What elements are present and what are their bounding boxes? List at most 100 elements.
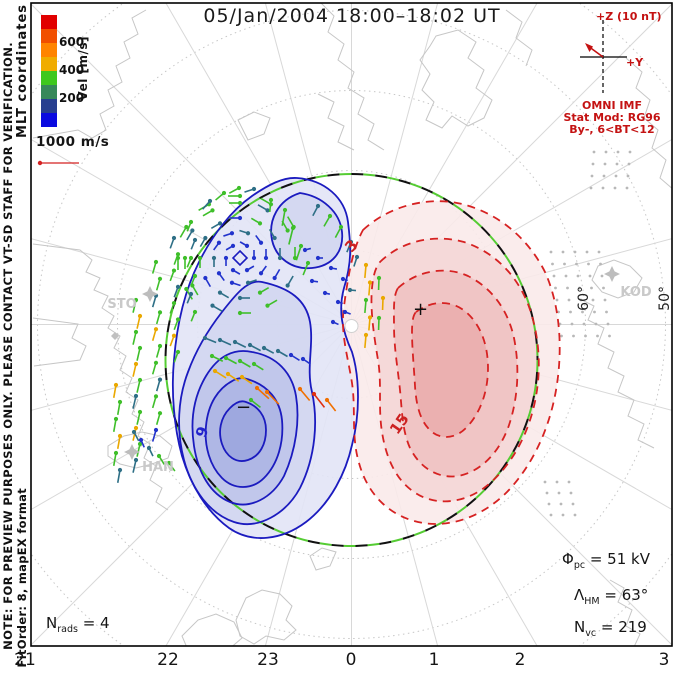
vector-dot: [285, 228, 290, 233]
vector-dot: [251, 255, 257, 261]
mlt-hour-label-22: 22: [157, 650, 179, 670]
station-label-han: HAN: [142, 460, 174, 475]
vector-dot: [133, 329, 139, 335]
vector-dot: [211, 255, 217, 261]
echo-dot: [573, 513, 577, 517]
vector-dot: [258, 271, 264, 276]
vector-dot: [354, 254, 360, 260]
vector-dot: [175, 349, 181, 355]
echo-dot: [559, 502, 563, 506]
vector-dot: [229, 280, 235, 285]
vector-dot: [322, 290, 328, 296]
vector-dot: [221, 190, 227, 196]
stat-nvc-subscript: vc: [585, 628, 597, 639]
vector-dot: [290, 225, 296, 231]
vector-tail: [313, 393, 326, 408]
echo-dot: [579, 298, 583, 302]
vector-dot: [217, 337, 223, 343]
vector-dot: [380, 295, 386, 301]
echo-dot: [600, 274, 604, 278]
vector-dot: [264, 389, 270, 395]
vector-tail: [227, 373, 240, 382]
vector-tail: [112, 418, 117, 432]
vector-dot: [236, 185, 242, 191]
vector-dot: [137, 345, 143, 351]
potential-contours: [171, 177, 561, 539]
vector-dot: [157, 310, 163, 315]
vector-dot: [133, 361, 139, 367]
vector-dot: [182, 255, 188, 261]
hm-boundary: [164, 173, 539, 547]
reference-vector-label: 1000 m/s: [36, 134, 110, 150]
vector-tail: [256, 387, 270, 400]
vector-dot: [302, 247, 308, 253]
vector-tail: [132, 459, 137, 473]
vector-dot: [210, 303, 215, 308]
echo-dot: [566, 286, 569, 290]
echo-dot: [596, 334, 599, 338]
echo-dot: [615, 162, 619, 166]
vector-dot: [261, 345, 267, 351]
echo-dot: [614, 174, 618, 178]
vector-dot: [190, 228, 195, 233]
vector-dot: [315, 255, 321, 261]
radar-site-star: [142, 286, 158, 302]
echo-dot: [570, 322, 574, 326]
vector-dot: [137, 409, 143, 415]
coastlines: [32, 3, 672, 646]
vector-dot: [192, 273, 198, 279]
vector-tail: [364, 299, 367, 314]
vector-dot: [248, 397, 254, 403]
vector-dot: [268, 197, 274, 203]
vector-dot: [216, 271, 222, 276]
stat-nrads-symbol: N: [46, 614, 58, 632]
vector-dot: [363, 297, 369, 303]
velocity-vectors: [112, 185, 386, 483]
vector-tail: [214, 370, 227, 379]
vector-dot: [376, 315, 382, 321]
plot-title: 05/Jan/2004 18:00–18:02 UT: [203, 5, 501, 27]
echo-dot: [590, 174, 594, 178]
vector-dot: [175, 284, 181, 289]
vector-dot: [282, 207, 288, 213]
vector-dot: [232, 339, 238, 345]
vector-tail: [136, 443, 141, 457]
echo-dot: [549, 513, 553, 517]
vector-dot: [153, 259, 159, 265]
stat-nrads-subscript: rads: [57, 624, 78, 635]
echo-dot: [569, 491, 573, 495]
vector-dot: [244, 243, 250, 248]
vector-dot: [251, 186, 257, 192]
echo-dot: [591, 298, 595, 302]
echo-dot: [589, 186, 593, 190]
vector-dot: [166, 460, 172, 466]
echo-dot: [591, 162, 595, 166]
stat-n-vc: Nvc = 219: [574, 618, 647, 639]
vector-dot: [367, 280, 373, 285]
vector-dot: [171, 301, 177, 306]
mlt-hour-label-1: 1: [428, 650, 440, 670]
colorbar-segment: [41, 71, 57, 85]
stat-lambda-symbol: Λ: [574, 586, 585, 604]
mlt-hour-label-2: 2: [514, 650, 526, 670]
echo-dot: [616, 150, 620, 154]
vector-tail: [326, 399, 337, 412]
vector-dot: [340, 276, 346, 282]
echo-dot: [551, 262, 554, 266]
echo-dot: [581, 310, 584, 314]
echo-dot: [564, 274, 568, 278]
vector-dot: [265, 303, 270, 308]
vector-dot: [113, 382, 119, 388]
vector-dot: [277, 255, 283, 261]
vector-dot: [263, 255, 269, 261]
lat-label-50: 50°: [657, 286, 673, 311]
vector-dot: [133, 425, 139, 431]
vector-dot: [157, 343, 163, 349]
vector-dot: [217, 221, 223, 226]
imf-source-label: OMNI IMF: [582, 99, 642, 112]
echo-dot: [555, 298, 559, 302]
mlt-hour-label-21: 21: [14, 650, 36, 670]
colorbar-segment: [41, 113, 57, 127]
vector-dot: [157, 411, 163, 416]
vector-tail: [136, 315, 141, 329]
